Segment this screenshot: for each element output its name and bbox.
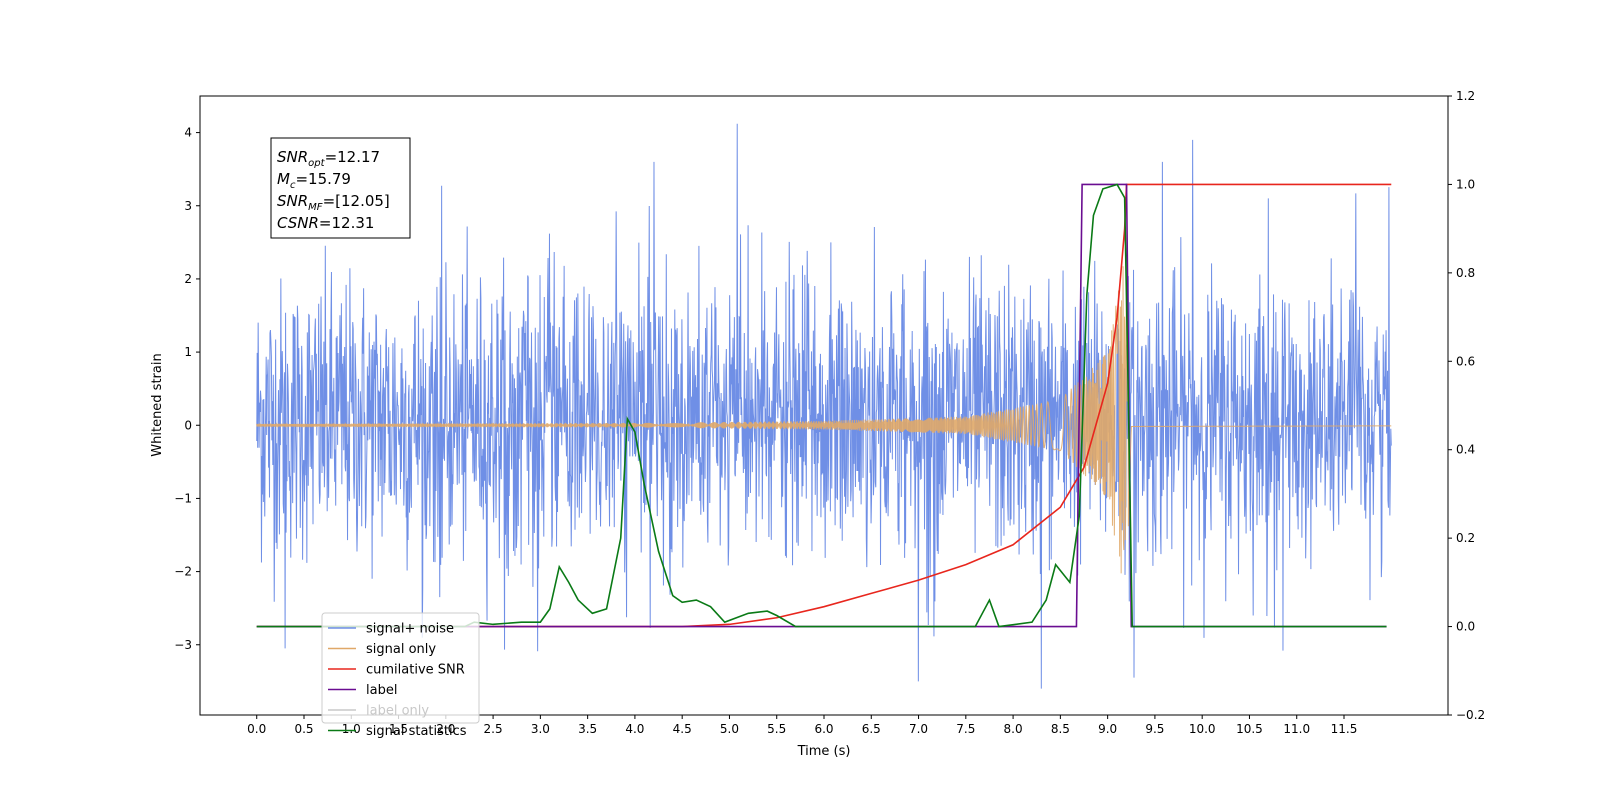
series-label-line [256, 183, 1387, 628]
x-tick-label: 2.5 [484, 722, 503, 736]
legend: signal+ noise signal only cumilative SNR la… [321, 612, 480, 739]
info-line: Mc=15.79 [277, 170, 351, 191]
legend-label-signal-statistics: signal statistics [366, 724, 467, 739]
y-right-tick-label: 0.8 [1456, 266, 1475, 280]
x-tick-label: 1.5 [389, 722, 408, 736]
legend-label-signal-only: signal only [366, 642, 436, 657]
x-tick-label: 3.0 [531, 722, 550, 736]
x-tick-label: 4.0 [625, 722, 644, 736]
x-tick-label: 10.0 [1189, 722, 1216, 736]
x-tick-label: 8.5 [1051, 722, 1070, 736]
legend-label-signal-noise: signal+ noise [366, 622, 454, 637]
y-tick-label: −3 [174, 638, 192, 652]
y-tick-label: 1 [184, 345, 192, 359]
y-tick-label: 2 [184, 272, 192, 286]
series-cumilative-snr-line [256, 183, 1392, 628]
info-box: SNRopt=12.17Mc=15.79SNRMF=[12.05]CSNR=12… [270, 137, 411, 239]
y-right-tick-label: 1.0 [1456, 177, 1475, 191]
x-tick-label: 1.0 [342, 722, 361, 736]
x-axis-ticks: 0.0 0.5 1.0 1.5 2.0 2.5 3.0 3.5 4.0 4.5 5.0 5.5 6.0 6… [247, 715, 1357, 736]
y-tick-label: −2 [174, 565, 192, 579]
y-axis-right-ticks: −0.2 0.0 0.2 0.4 0.6 0.8 1.0 1.2 [1448, 89, 1485, 722]
series-signal-statistics-line [256, 183, 1387, 628]
x-tick-label: 6.5 [862, 722, 881, 736]
x-tick-label: 7.5 [956, 722, 975, 736]
x-tick-label: 11.5 [1331, 722, 1358, 736]
y-right-tick-label: 1.2 [1456, 89, 1475, 103]
x-tick-label: 5.0 [720, 722, 739, 736]
info-line: SNRMF=[12.05] [277, 192, 390, 213]
plot-series [256, 123, 1392, 689]
x-tick-label: 7.0 [909, 722, 928, 736]
y-tick-label: 4 [184, 126, 192, 140]
info-line: CSNR=12.31 [277, 214, 374, 232]
info-box-frame [270, 137, 411, 239]
info-line: SNRopt=12.17 [277, 148, 380, 169]
legend-frame [321, 612, 480, 724]
series-signal-only-line [256, 266, 1392, 574]
x-tick-label: 0.5 [294, 722, 313, 736]
x-tick-label: 0.0 [247, 722, 266, 736]
y-right-tick-label: 0.0 [1456, 620, 1475, 634]
y-tick-label: 0 [184, 418, 192, 432]
x-tick-label: 9.5 [1145, 722, 1164, 736]
x-tick-label: 9.0 [1098, 722, 1117, 736]
y-right-tick-label: 0.4 [1456, 443, 1475, 457]
x-tick-label: 10.5 [1236, 722, 1263, 736]
y-right-tick-label: 0.2 [1456, 531, 1475, 545]
y-axis-label: Whitened strain [150, 353, 165, 456]
legend-label-label: label [366, 683, 397, 698]
y-right-tick-label: −0.2 [1456, 708, 1485, 722]
x-tick-label: 8.0 [1004, 722, 1023, 736]
x-tick-label: 11.0 [1283, 722, 1310, 736]
x-tick-label: 3.5 [578, 722, 597, 736]
x-axis-label: Time (s) [797, 744, 851, 759]
legend-label-cumilative-snr: cumilative SNR [366, 663, 465, 678]
y-axis-ticks: −3 −2 −1 0 1 2 3 4 [174, 126, 200, 652]
y-right-tick-label: 0.6 [1456, 354, 1475, 368]
legend-label-label-only: label only [366, 704, 429, 719]
x-tick-label: 5.5 [767, 722, 786, 736]
x-tick-label: 6.0 [814, 722, 833, 736]
series-signal-noise-line [256, 123, 1392, 689]
y-tick-label: −1 [174, 491, 192, 505]
x-tick-label: 2.0 [436, 722, 455, 736]
y-tick-label: 3 [184, 199, 192, 213]
x-tick-label: 4.5 [673, 722, 692, 736]
